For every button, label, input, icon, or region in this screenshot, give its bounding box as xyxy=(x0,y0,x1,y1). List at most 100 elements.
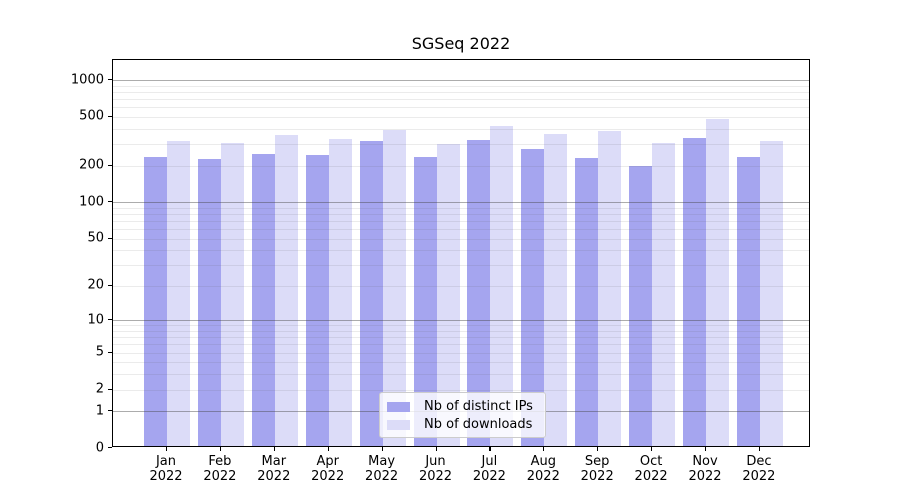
legend-swatch-downloads-icon xyxy=(387,420,410,430)
bar-distinct-ips-jun xyxy=(413,157,437,446)
bar-distinct-ips-aug xyxy=(521,148,545,446)
bar-downloads-oct xyxy=(652,143,676,446)
y-tick-label-10: 10 xyxy=(87,312,104,328)
x-tick-label-nov: Nov 2022 xyxy=(688,454,722,484)
major-gridline-10 xyxy=(113,320,809,322)
minor-gridline-7 xyxy=(113,337,809,339)
minor-gridline-30 xyxy=(113,265,809,267)
minor-gridline-8 xyxy=(113,331,809,332)
minor-gridline-50 xyxy=(113,238,809,240)
bar-downloads-jul xyxy=(490,126,514,446)
minor-gridline-400 xyxy=(113,128,809,130)
major-gridline-100 xyxy=(113,202,809,204)
minor-gridline-600 xyxy=(113,107,809,109)
chart-title: SGSeq 2022 xyxy=(411,34,511,53)
bar-downloads-may xyxy=(382,130,406,446)
x-tick-oct xyxy=(651,447,653,451)
x-tick-may xyxy=(381,447,383,451)
y-tick-500 xyxy=(108,115,112,118)
y-tick-20 xyxy=(108,284,112,287)
y-tick-0 xyxy=(108,447,112,449)
y-tick-label-2: 2 xyxy=(95,381,104,397)
x-tick-label-jun: Jun 2022 xyxy=(418,454,453,484)
y-tick-label-200: 200 xyxy=(79,157,104,173)
minor-gridline-500 xyxy=(113,116,809,118)
x-tick-label-jul: Jul 2022 xyxy=(472,454,506,484)
y-tick-1 xyxy=(108,410,112,412)
bar-downloads-apr xyxy=(328,139,352,446)
x-tick-label-apr: Apr 2022 xyxy=(311,454,345,484)
gridlines-layer xyxy=(113,60,809,446)
minor-gridline-20 xyxy=(113,285,809,287)
minor-gridline-3 xyxy=(113,374,809,376)
minor-gridline-9 xyxy=(113,325,809,327)
bar-distinct-ips-apr xyxy=(305,154,329,446)
bar-downloads-mar xyxy=(274,134,298,446)
minor-gridline-5 xyxy=(113,352,809,354)
bar-downloads-sep xyxy=(598,130,622,446)
bar-downloads-jan xyxy=(167,141,190,446)
minor-gridline-6 xyxy=(113,344,809,346)
x-tick-aug xyxy=(543,447,545,451)
x-tick-label-may: May 2022 xyxy=(365,454,399,484)
x-tick-label-mar: Mar 2022 xyxy=(257,454,291,484)
x-tick-label-aug: Aug 2022 xyxy=(526,454,560,484)
y-tick-100 xyxy=(108,201,112,203)
bar-downloads-dec xyxy=(759,141,783,446)
x-tick-label-sep: Sep 2022 xyxy=(580,454,614,484)
legend-swatch-distinct-ips-icon xyxy=(387,402,410,412)
bar-distinct-ips-sep xyxy=(575,157,599,446)
x-tick-apr xyxy=(327,447,329,451)
minor-gridline-800 xyxy=(113,91,809,93)
bar-distinct-ips-nov xyxy=(683,137,706,446)
y-tick-label-0: 0 xyxy=(95,440,104,455)
bar-downloads-feb xyxy=(220,142,244,446)
x-tick-label-oct: Oct 2022 xyxy=(634,454,668,484)
major-gridline-1000 xyxy=(113,80,809,82)
minor-gridline-900 xyxy=(113,85,809,87)
bar-distinct-ips-mar xyxy=(251,153,275,446)
bar-distinct-ips-may xyxy=(359,140,383,446)
legend-item-distinct-ips: Nb of distinct IPs xyxy=(387,398,537,416)
x-tick-jun xyxy=(435,447,437,451)
y-tick-label-1: 1 xyxy=(95,403,104,419)
y-tick-label-50: 50 xyxy=(87,230,104,246)
x-tick-mar xyxy=(273,447,275,451)
plot-area: Nb of distinct IPs Nb of downloads xyxy=(112,59,810,447)
bar-distinct-ips-feb xyxy=(197,159,221,446)
y-tick-2 xyxy=(108,388,112,390)
minor-gridline-80 xyxy=(113,214,809,215)
minor-gridline-60 xyxy=(113,229,809,231)
bar-downloads-nov xyxy=(706,118,729,446)
bar-distinct-ips-dec xyxy=(736,156,760,446)
legend-label-downloads: Nb of downloads xyxy=(424,417,533,432)
y-tick-1000 xyxy=(108,79,112,81)
legend: Nb of distinct IPs Nb of downloads xyxy=(379,392,546,438)
x-tick-jan xyxy=(166,447,168,451)
x-tick-feb xyxy=(219,447,222,451)
minor-gridline-4 xyxy=(113,362,809,364)
minor-gridline-40 xyxy=(113,250,809,252)
x-tick-nov xyxy=(705,447,707,451)
x-tick-label-jan: Jan 2022 xyxy=(149,454,183,484)
bar-distinct-ips-jan xyxy=(144,157,167,446)
y-tick-label-100: 100 xyxy=(79,194,104,210)
legend-item-downloads: Nb of downloads xyxy=(387,416,537,434)
bar-distinct-ips-oct xyxy=(629,165,653,446)
x-tick-dec xyxy=(758,447,761,451)
bar-downloads-aug xyxy=(544,133,568,446)
minor-gridline-200 xyxy=(113,165,809,167)
minor-gridline-70 xyxy=(113,221,809,222)
y-tick-200 xyxy=(108,164,112,166)
bars-layer xyxy=(113,60,809,446)
minor-gridline-700 xyxy=(113,99,809,100)
bar-downloads-jun xyxy=(436,143,460,446)
bar-distinct-ips-jul xyxy=(467,139,491,446)
minor-gridline-300 xyxy=(113,144,809,146)
x-tick-label-feb: Feb 2022 xyxy=(203,454,237,484)
y-tick-50 xyxy=(108,237,112,239)
legend-label-distinct-ips: Nb of distinct IPs xyxy=(424,399,533,414)
